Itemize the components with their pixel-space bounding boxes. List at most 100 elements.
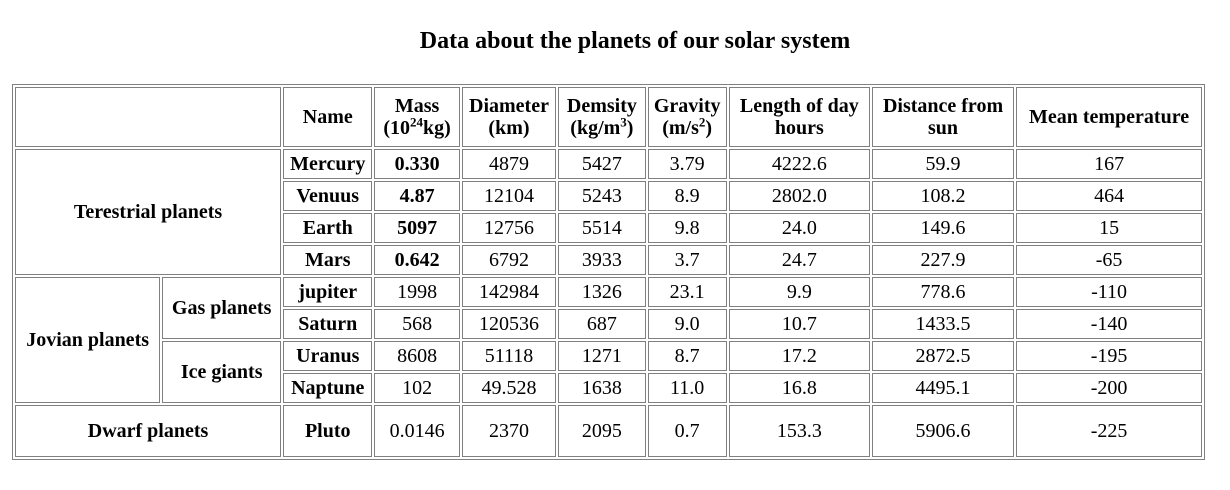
header-temperature: Mean temperature: [1016, 87, 1202, 147]
header-density: Demsity (kg/m3): [558, 87, 646, 147]
header-diameter-unit: (km): [488, 117, 530, 139]
planet-temperature: 15: [1016, 213, 1202, 243]
table-row: Venuus 4.87 12104 5243 8.9 2802.0 108.2 …: [15, 181, 1202, 211]
planet-diameter: 4879: [461, 149, 557, 179]
header-mass-label: Mass: [394, 95, 440, 117]
planet-diameter: 12756: [461, 213, 557, 243]
planet-density: 2095: [558, 405, 646, 457]
header-gravity-unit-sup: 2: [698, 114, 706, 130]
planet-diameter: 51118: [461, 341, 557, 371]
planet-mass: 0.330: [374, 149, 460, 179]
planet-density: 3933: [558, 245, 646, 275]
header-gravity-unit-post: ): [705, 117, 713, 139]
header-gravity-unit-pre: (m/s: [662, 117, 699, 139]
planet-day-length: 24.0: [728, 213, 870, 243]
header-density-unit-pre: (kg/m: [570, 117, 621, 139]
table-row: Saturn 568 120536 687 9.0 10.7 1433.5 -1…: [15, 309, 1202, 339]
header-day-label: Length of day: [739, 95, 859, 117]
planet-name: Venuus: [283, 181, 373, 211]
planet-gravity: 9.8: [647, 213, 727, 243]
planet-day-length: 16.8: [728, 373, 870, 403]
planet-distance: 778.6: [871, 277, 1015, 307]
planet-gravity: 8.7: [647, 341, 727, 371]
planet-temperature: -225: [1016, 405, 1202, 457]
planet-density: 5243: [558, 181, 646, 211]
planet-distance: 227.9: [871, 245, 1015, 275]
planet-temperature: 464: [1016, 181, 1202, 211]
subgroup-gas: Gas planets: [162, 277, 282, 339]
planet-name: Mars: [283, 245, 373, 275]
header-density-unit-sup: 3: [620, 114, 627, 130]
header-day-length: Length of day hours: [728, 87, 870, 147]
planet-day-length: 153.3: [728, 405, 870, 457]
header-gravity: Gravity (m/s2): [647, 87, 727, 147]
planet-temperature: -110: [1016, 277, 1202, 307]
planet-gravity: 3.7: [647, 245, 727, 275]
header-distance-label: Distance from: [882, 95, 1004, 117]
planet-density: 1326: [558, 277, 646, 307]
planet-name: Saturn: [283, 309, 373, 339]
table-row: Dwarf planets Pluto 0.0146 2370 2095 0.7…: [15, 405, 1202, 457]
planet-name: Earth: [283, 213, 373, 243]
planet-day-length: 2802.0: [728, 181, 870, 211]
planet-density: 1271: [558, 341, 646, 371]
planet-distance: 4495.1: [871, 373, 1015, 403]
planet-day-length: 10.7: [728, 309, 870, 339]
planet-diameter: 142984: [461, 277, 557, 307]
planet-gravity: 8.9: [647, 181, 727, 211]
planet-mass: 5097: [374, 213, 460, 243]
header-diameter-label: Diameter: [469, 95, 549, 117]
header-mass: Mass (1024kg): [374, 87, 460, 147]
table-row: Naptune 102 49.528 1638 11.0 16.8 4495.1…: [15, 373, 1202, 403]
planet-diameter: 12104: [461, 181, 557, 211]
planet-temperature: -200: [1016, 373, 1202, 403]
planet-gravity: 9.0: [647, 309, 727, 339]
planets-table: Name Mass (1024kg) Diameter (km) Demsity…: [12, 84, 1205, 460]
table-row: Ice giants Uranus 8608 51118 1271 8.7 17…: [15, 341, 1202, 403]
planet-mass: 4.87: [374, 181, 460, 211]
planet-distance: 5906.6: [871, 405, 1015, 457]
planet-density: 687: [558, 309, 646, 339]
planet-day-length: 4222.6: [728, 149, 870, 179]
header-gravity-label: Gravity: [653, 95, 721, 117]
planet-mass: 568: [374, 309, 460, 339]
page-title: Data about the planets of our solar syst…: [419, 28, 851, 54]
header-distance-unit: sun: [928, 117, 959, 139]
table-row: Terestrial planets Mercury 0.330 4879 54…: [15, 149, 1202, 275]
header-mass-unit-sup: 24: [410, 114, 424, 130]
planet-distance: 59.9: [871, 149, 1015, 179]
planet-gravity: 3.79: [647, 149, 727, 179]
planet-mass: 0.642: [374, 245, 460, 275]
group-terrestrial: Terestrial planets: [15, 149, 282, 275]
planet-distance: 149.6: [871, 213, 1015, 243]
planet-density: 5514: [558, 213, 646, 243]
planet-diameter: 49.528: [461, 373, 557, 403]
planet-density: 5427: [558, 149, 646, 179]
planet-mass: 102: [374, 373, 460, 403]
subgroup-ice: Ice giants: [162, 341, 282, 403]
header-diameter: Diameter (km): [461, 87, 557, 147]
group-dwarf: Dwarf planets: [15, 405, 282, 457]
planet-day-length: 24.7: [728, 245, 870, 275]
planet-name: Naptune: [283, 373, 373, 403]
planet-name: Pluto: [283, 405, 373, 457]
table-row: Mars 0.642 6792 3933 3.7 24.7 227.9 -65: [15, 245, 1202, 275]
group-jovian: Jovian planets: [15, 277, 161, 403]
header-density-unit-post: ): [626, 117, 634, 139]
header-group-cell: [15, 87, 282, 147]
planet-temperature: -65: [1016, 245, 1202, 275]
header-row: Name Mass (1024kg) Diameter (km) Demsity…: [15, 87, 1202, 147]
planet-diameter: 6792: [461, 245, 557, 275]
planet-distance: 2872.5: [871, 341, 1015, 371]
planet-mass: 8608: [374, 341, 460, 371]
header-distance: Distance from sun: [871, 87, 1015, 147]
planet-name: Uranus: [283, 341, 373, 371]
planet-distance: 108.2: [871, 181, 1015, 211]
planet-temperature: -195: [1016, 341, 1202, 371]
planet-day-length: 9.9: [728, 277, 870, 307]
header-density-label: Demsity: [566, 95, 637, 117]
planet-mass: 0.0146: [374, 405, 460, 457]
planet-temperature: 167: [1016, 149, 1202, 179]
header-mass-unit-pre: (10: [383, 117, 411, 139]
header-mass-unit-post: kg): [423, 117, 451, 139]
